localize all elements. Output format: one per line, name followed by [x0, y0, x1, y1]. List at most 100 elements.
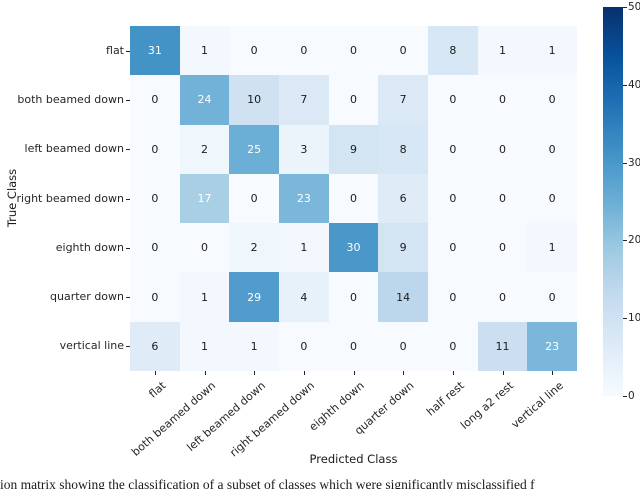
x-tick-mark: [502, 371, 504, 375]
colorbar-tick-mark: [623, 162, 627, 164]
heatmap-cell: 1: [477, 26, 528, 76]
heatmap-cell: 0: [477, 223, 528, 273]
heatmap-cell: 24: [179, 75, 230, 125]
colorbar-tick-label: 20: [628, 234, 640, 247]
heatmap-cell: 29: [229, 272, 279, 322]
y-tick-mark: [126, 247, 130, 249]
heatmap-cell: 0: [527, 272, 577, 322]
heatmap-cell: 0: [477, 272, 528, 322]
y-tick-label: both beamed down: [17, 92, 124, 106]
heatmap-cell: 0: [428, 75, 478, 125]
heatmap-cell: 25: [229, 124, 279, 174]
heatmap-cell: 11: [477, 321, 528, 371]
heatmap-cell: 0: [428, 124, 478, 174]
x-tick-label: half rest: [423, 379, 467, 419]
colorbar-tick-mark: [623, 240, 627, 242]
y-tick-label: eighth down: [55, 240, 124, 254]
heatmap-cell: 0: [477, 124, 528, 174]
heatmap-cell: 8: [378, 124, 428, 174]
x-tick-mark: [403, 371, 405, 375]
heatmap-cell: 3: [279, 124, 329, 174]
heatmap-cell: 0: [428, 173, 478, 224]
colorbar-tick-mark: [623, 396, 627, 397]
y-tick-mark: [126, 149, 130, 151]
heatmap-cell: 9: [378, 223, 428, 273]
heatmap-cell: 10: [229, 75, 279, 125]
heatmap-cell: 1: [229, 321, 279, 371]
y-tick-mark: [126, 297, 130, 299]
heatmap-cell: 0: [428, 272, 478, 322]
colorbar: [603, 7, 623, 396]
x-tick-mark: [303, 371, 305, 375]
y-axis-title: True Class: [5, 168, 19, 228]
heatmap-cell: 31: [130, 26, 180, 76]
heatmap-cell: 1: [527, 223, 577, 273]
heatmap-cell: 8: [428, 26, 478, 76]
heatmap-cell: 6: [378, 173, 428, 224]
heatmap-cell: 0: [428, 321, 478, 371]
y-tick-label: right beamed down: [16, 191, 124, 205]
heatmap-cell: 2: [229, 223, 279, 273]
heatmap-cell: 0: [179, 223, 230, 273]
y-tick-label: quarter down: [50, 290, 124, 304]
x-tick-mark: [452, 371, 454, 375]
heatmap-cell: 0: [279, 321, 329, 371]
y-tick-label: left beamed down: [24, 142, 124, 156]
x-tick-mark: [552, 371, 554, 375]
colorbar-tick-label: 10: [628, 312, 640, 325]
x-tick-label: vertical line: [508, 379, 566, 432]
heatmap-cell: 0: [130, 124, 180, 174]
heatmap-cell: 7: [378, 75, 428, 125]
heatmap-cell: 17: [179, 173, 230, 224]
heatmap-cell: 0: [428, 223, 478, 273]
x-tick-mark: [154, 371, 156, 375]
x-tick-mark: [353, 371, 355, 375]
heatmap-cell: 4: [279, 272, 329, 322]
heatmap-cell: 0: [130, 173, 180, 224]
x-tick-label: long a2 rest: [458, 379, 517, 432]
heatmap-cell: 0: [328, 75, 379, 125]
heatmap-cell: 0: [378, 26, 428, 76]
x-tick-label: right beamed down: [227, 379, 318, 460]
colorbar-tick-label: 0: [628, 390, 635, 402]
x-tick-label: both beamed down: [129, 379, 219, 459]
heatmap-cell: 14: [378, 272, 428, 322]
heatmap-cell: 7: [279, 75, 329, 125]
heatmap-cell: 6: [130, 321, 180, 371]
heatmap-cell: 0: [477, 75, 528, 125]
y-tick-mark: [126, 198, 130, 200]
heatmap-cell: 0: [328, 26, 379, 76]
heatmap-cell: 1: [527, 26, 577, 76]
heatmap-cell: 0: [279, 26, 329, 76]
heatmap-cell: 1: [179, 321, 230, 371]
colorbar-tick-mark: [623, 318, 627, 320]
heatmap-cell: 0: [527, 75, 577, 125]
heatmap-cell: 0: [130, 223, 180, 273]
heatmap-cell: 0: [527, 124, 577, 174]
heatmap-cell: 23: [527, 321, 577, 371]
heatmap-cell: 0: [328, 173, 379, 224]
y-tick-label: vertical line: [59, 339, 124, 353]
heatmap-cell: 30: [328, 223, 379, 273]
y-tick-mark: [126, 50, 130, 52]
heatmap-cell: 0: [378, 321, 428, 371]
colorbar-tick-label: 40: [628, 78, 640, 91]
x-tick-mark: [254, 371, 256, 375]
heatmap-cell: 2: [179, 124, 230, 174]
heatmap-cell: 0: [477, 173, 528, 224]
heatmap-cell: 9: [328, 124, 379, 174]
x-tick-label: flat: [146, 379, 169, 401]
heatmap-cell: 0: [328, 272, 379, 322]
heatmap-cell: 1: [179, 26, 230, 76]
y-tick-label: flat: [106, 43, 124, 57]
y-tick-mark: [126, 346, 130, 348]
colorbar-tick-label: 50: [628, 1, 640, 13]
heatmap-grid: 31 1 0 0 0 0 8 1 1 0 24 10 7 0 7 0 0 0 0 2 25 3 9 8 0 0 0 0 17 0 23 0 6 0…: [130, 26, 577, 371]
heatmap-cell: 1: [179, 272, 230, 322]
heatmap-cell: 0: [328, 321, 379, 371]
heatmap-cell: 0: [130, 75, 180, 125]
colorbar-tick-label: 30: [628, 156, 640, 169]
x-axis-title: Predicted Class: [309, 452, 398, 466]
heatmap-cell: 23: [279, 173, 329, 224]
